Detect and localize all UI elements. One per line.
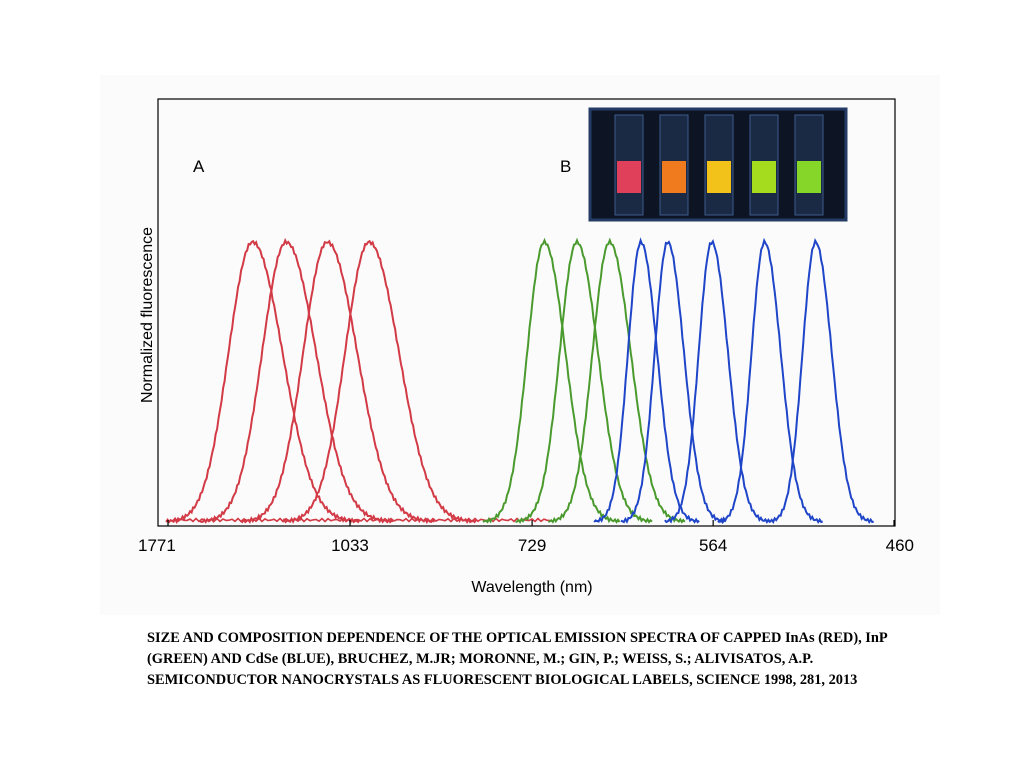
x-axis-label: Wavelength (nm) <box>471 579 592 596</box>
x-tick-label: 1033 <box>331 536 369 555</box>
inas-emission-curve <box>165 239 361 525</box>
inset-vial-photo <box>588 107 848 222</box>
emission-spectra-chart: 1771 1033 729 564 460 A B Normalized fluores… <box>138 98 914 596</box>
inas-emission-curve <box>198 237 394 524</box>
figure-panel: 1771 1033 729 564 460 A B Normalized fluores… <box>100 75 940 615</box>
vial <box>794 114 824 216</box>
inas-emission-curve <box>240 239 436 524</box>
series-layer <box>165 237 874 525</box>
panel-label-b: B <box>560 157 571 176</box>
figure-caption: SIZE AND COMPOSITION DEPENDENCE OF THE O… <box>147 630 887 688</box>
vial <box>749 114 779 216</box>
inp-emission-curve <box>515 237 653 524</box>
cdse-emission-curve <box>664 238 771 524</box>
x-tick-label: 460 <box>886 536 914 555</box>
x-axis-ticks: 1771 1033 729 564 460 <box>138 520 914 555</box>
cdse-emission-curve <box>593 237 700 524</box>
vial <box>659 114 689 216</box>
plot-frame <box>157 98 896 527</box>
inp-emission-curve <box>482 237 621 524</box>
x-tick-label: 1771 <box>138 536 176 555</box>
inas-emission-curve <box>281 239 477 525</box>
cdse-emission-curve <box>768 238 874 525</box>
inp-emission-curve <box>547 237 686 524</box>
vial <box>704 114 734 216</box>
x-tick-label: 564 <box>699 536 727 555</box>
panel-label-a: A <box>193 157 205 176</box>
x-tick-label: 729 <box>518 536 546 555</box>
cdse-emission-curve <box>717 237 824 524</box>
vials-layer <box>614 114 824 216</box>
y-axis-label: Normalized fluorescence <box>139 227 156 403</box>
vial <box>614 114 644 216</box>
cdse-emission-curve <box>620 240 727 524</box>
